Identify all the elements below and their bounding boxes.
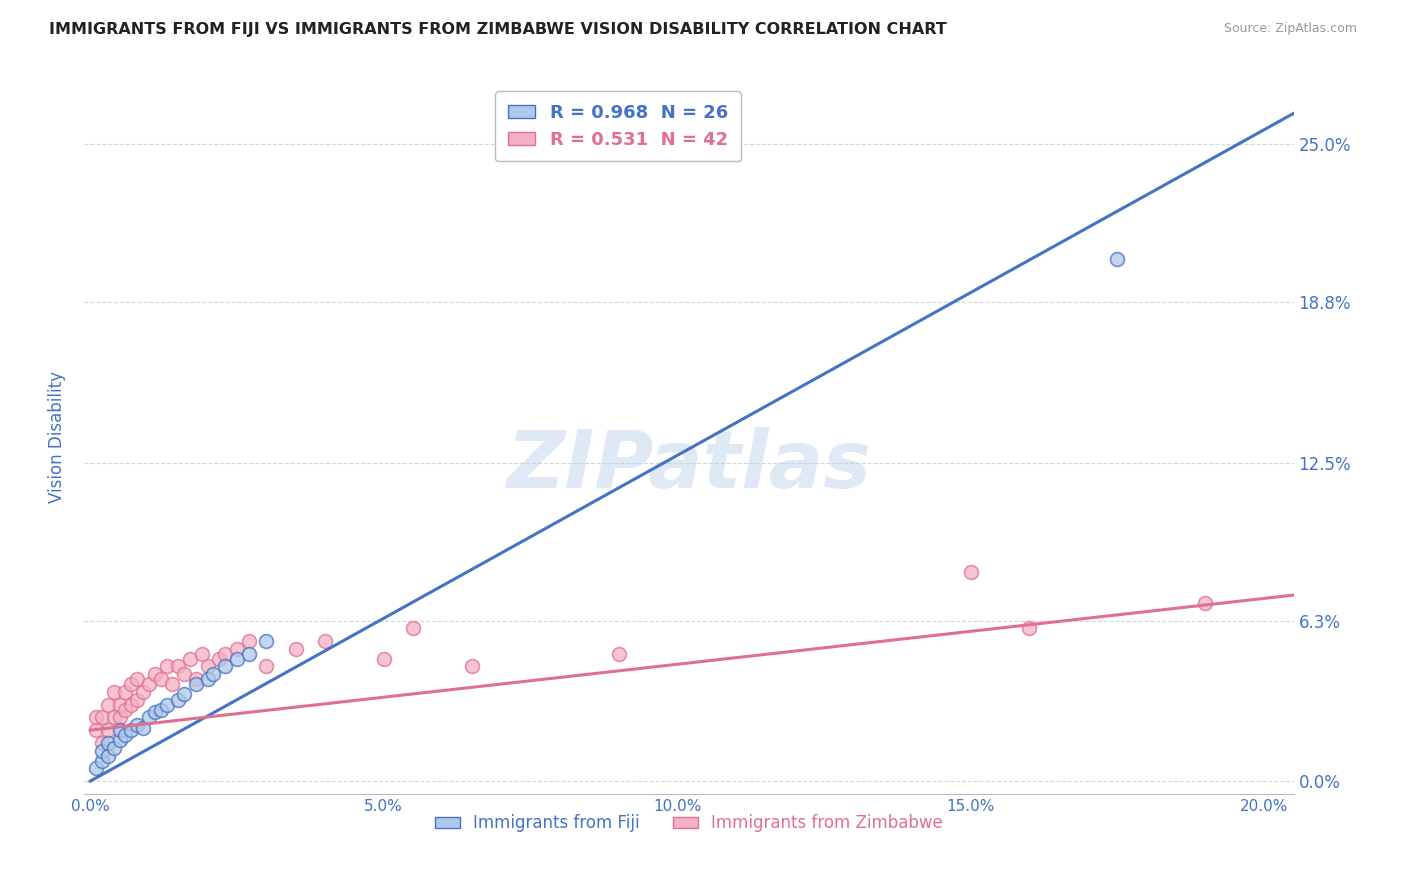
Point [120,723,142,738]
Point [138,710,160,724]
Point [108,698,131,712]
Point [238,647,260,661]
Point [120,677,142,691]
Point [155,659,177,673]
Point [214,647,236,661]
Point [461,659,484,673]
Point [132,721,155,735]
Point [108,723,131,738]
Point [402,621,425,635]
Point [162,677,184,691]
Point [607,647,630,661]
Point [149,703,172,717]
Point [127,718,149,732]
Text: ZIPatlas: ZIPatlas [506,426,872,505]
Point [143,706,166,720]
Point [208,652,231,666]
Point [373,652,395,666]
Point [114,728,136,742]
Point [1194,596,1216,610]
Point [132,685,155,699]
Point [103,741,125,756]
Point [120,698,142,712]
Y-axis label: Vision Disability: Vision Disability [48,371,66,503]
Point [184,677,207,691]
Point [167,659,190,673]
Point [959,565,981,579]
Point [254,659,277,673]
Point [197,659,219,673]
Legend: Immigrants from Fiji, Immigrants from Zimbabwe: Immigrants from Fiji, Immigrants from Zi… [427,808,950,839]
Point [138,677,160,691]
Point [155,698,177,712]
Point [97,736,120,750]
Point [149,672,172,686]
Point [167,692,190,706]
Point [254,634,277,648]
Point [173,688,195,702]
Point [127,692,149,706]
Point [226,652,249,666]
Point [114,685,136,699]
Point [103,710,125,724]
Point [114,703,136,717]
Point [202,667,225,681]
Point [1018,621,1040,635]
Point [103,685,125,699]
Point [97,698,120,712]
Point [84,761,107,775]
Point [184,672,207,686]
Point [108,710,131,724]
Point [238,634,260,648]
Point [214,659,236,673]
Point [91,743,114,757]
Point [1107,252,1129,266]
Point [84,723,107,738]
Point [190,647,212,661]
Point [284,641,307,656]
Point [97,748,120,763]
Point [197,672,219,686]
Point [91,754,114,768]
Point [173,667,195,681]
Point [108,733,131,747]
Point [91,710,114,724]
Point [179,652,201,666]
Point [84,710,107,724]
Text: Source: ZipAtlas.com: Source: ZipAtlas.com [1223,22,1357,36]
Point [97,723,120,738]
Text: IMMIGRANTS FROM FIJI VS IMMIGRANTS FROM ZIMBABWE VISION DISABILITY CORRELATION C: IMMIGRANTS FROM FIJI VS IMMIGRANTS FROM … [49,22,948,37]
Point [127,672,149,686]
Point [226,641,249,656]
Point [91,736,114,750]
Point [143,667,166,681]
Point [314,634,336,648]
